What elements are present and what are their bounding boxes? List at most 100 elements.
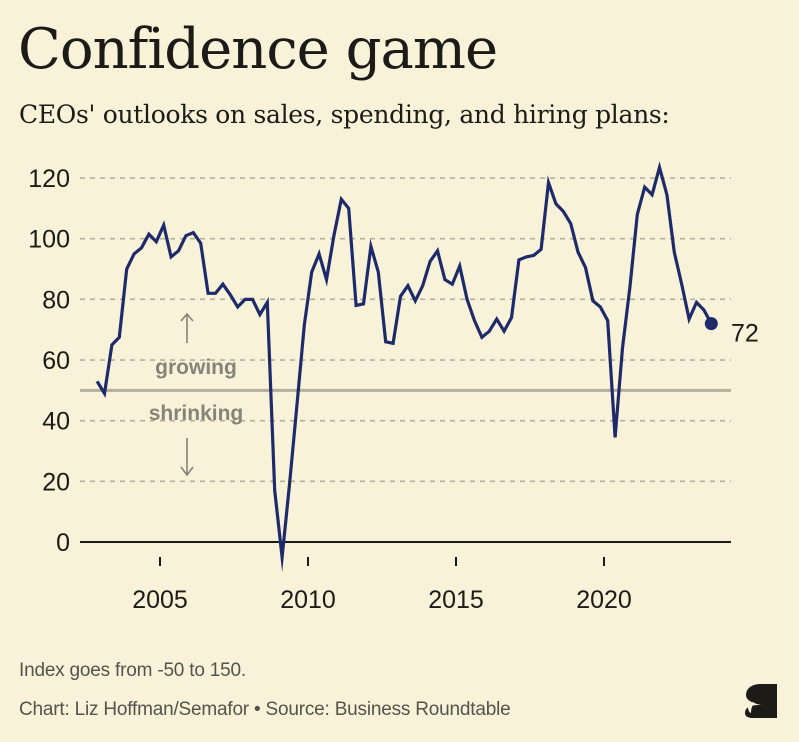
- data-point: [229, 293, 232, 296]
- data-point: [473, 319, 476, 322]
- growing-label: growing: [155, 356, 237, 379]
- data-point: [414, 299, 417, 302]
- data-point: [369, 245, 372, 248]
- data-point: [332, 234, 335, 237]
- data-point: [651, 193, 654, 196]
- data-point: [399, 295, 402, 298]
- data-point: [532, 254, 535, 257]
- arrow-up-icon: [180, 312, 194, 343]
- data-point: [133, 252, 136, 255]
- data-point: [614, 436, 617, 439]
- data-point: [451, 283, 454, 286]
- data-point: [436, 249, 439, 252]
- data-point: [554, 202, 557, 205]
- data-point: [665, 193, 668, 196]
- data-point: [273, 489, 276, 492]
- data-point: [569, 222, 572, 225]
- data-point: [103, 392, 106, 395]
- x-tick-label: 2010: [280, 586, 336, 614]
- data-point: [110, 343, 113, 346]
- y-tick-label: 120: [28, 165, 70, 193]
- data-point: [347, 207, 350, 210]
- data-point: [599, 305, 602, 308]
- semafor-s-logo-icon: [745, 684, 777, 718]
- data-point: [384, 340, 387, 343]
- data-point: [184, 234, 187, 237]
- source-credit: Chart: Liz Hoffman/Semafor • Source: Bus…: [19, 699, 511, 720]
- data-point: [288, 483, 291, 486]
- y-tick-label: 40: [42, 408, 70, 436]
- y-tick-label: 100: [28, 226, 70, 254]
- data-point: [207, 292, 210, 295]
- data-point: [177, 249, 180, 252]
- data-point: [244, 298, 247, 301]
- data-point: [96, 380, 99, 383]
- data-point: [503, 330, 506, 333]
- x-tick-label: 2020: [576, 586, 632, 614]
- data-point: [547, 181, 550, 184]
- data-point: [192, 231, 195, 234]
- data-point: [310, 271, 313, 274]
- data-point: [695, 301, 698, 304]
- data-point: [214, 292, 217, 295]
- y-tick-label: 0: [56, 529, 70, 557]
- data-point: [421, 284, 424, 287]
- data-point: [466, 298, 469, 301]
- x-tick-label: 2005: [132, 586, 188, 614]
- data-point: [443, 278, 446, 281]
- shrinking-label: shrinking: [149, 402, 244, 425]
- data-point: [406, 284, 409, 287]
- arrow-up-head: [180, 312, 194, 322]
- data-point: [377, 271, 380, 274]
- data-point: [480, 336, 483, 339]
- arrow-down-icon: [180, 438, 194, 477]
- y-tick-label: 80: [42, 286, 70, 314]
- data-point: [162, 224, 165, 227]
- series-line: [95, 161, 713, 573]
- data-point: [606, 319, 609, 322]
- data-point: [658, 166, 661, 169]
- data-point: [540, 248, 543, 251]
- arrow-down-head: [180, 466, 194, 477]
- data-point: [673, 251, 676, 254]
- data-point: [266, 301, 269, 304]
- data-point: [125, 268, 128, 271]
- data-point: [458, 264, 461, 267]
- data-point: [517, 258, 520, 261]
- data-point: [362, 302, 365, 305]
- gridlines: [80, 177, 731, 483]
- data-point: [221, 283, 224, 286]
- end-value-label: 72: [731, 320, 759, 348]
- index-range-note: Index goes from -50 to 150.: [19, 660, 246, 681]
- chart-title: Confidence game: [18, 17, 498, 82]
- data-point: [495, 318, 498, 321]
- data-point: [236, 305, 239, 308]
- data-point: [318, 252, 321, 255]
- data-point: [392, 342, 395, 345]
- data-point: [643, 186, 646, 189]
- data-point: [628, 286, 631, 289]
- data-point: [295, 404, 298, 407]
- end-point-marker: [704, 317, 718, 331]
- data-point: [325, 278, 328, 281]
- data-point: [621, 346, 624, 349]
- data-point: [199, 242, 202, 245]
- data-point: [281, 556, 284, 559]
- data-point: [577, 251, 580, 254]
- data-point: [147, 233, 150, 236]
- data-point: [170, 255, 173, 258]
- x-tick-label: 2015: [428, 586, 484, 614]
- y-axis-tick-labels: 0 20 40 60 80 100 120: [28, 165, 70, 557]
- data-point: [510, 316, 513, 319]
- data-point: [584, 266, 587, 269]
- data-point: [488, 330, 491, 333]
- data-point: [429, 260, 432, 263]
- data-point: [636, 213, 639, 216]
- data-point: [702, 308, 705, 311]
- data-point: [340, 198, 343, 201]
- data-point: [155, 240, 158, 243]
- data-point: [258, 313, 261, 316]
- data-point: [688, 318, 691, 321]
- data-point: [591, 299, 594, 302]
